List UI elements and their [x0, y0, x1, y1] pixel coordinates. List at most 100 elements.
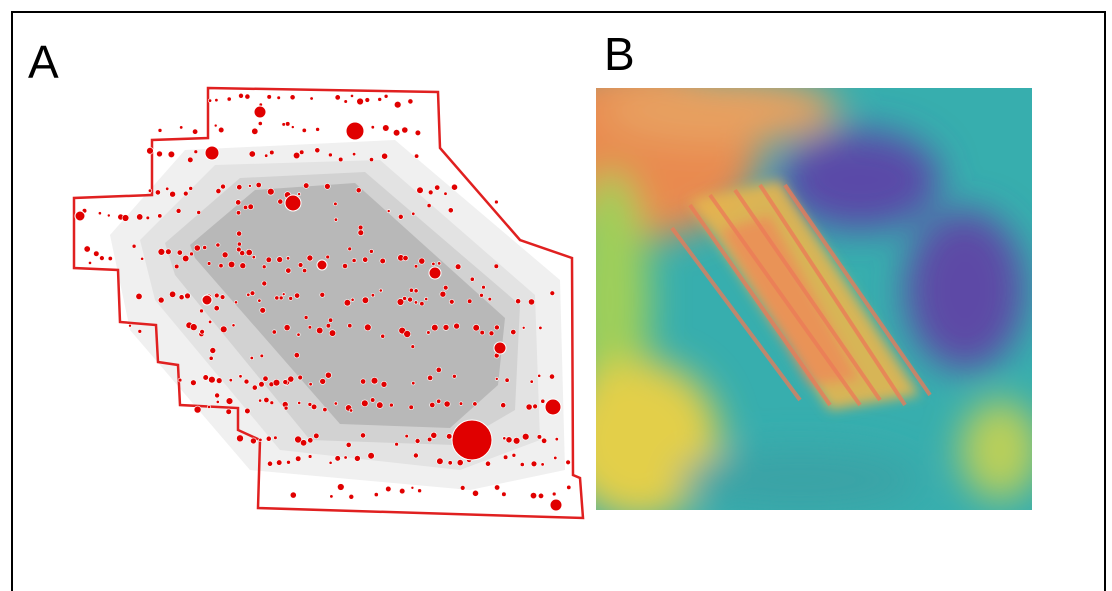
dot — [188, 186, 193, 191]
dot — [261, 264, 267, 270]
dot — [282, 379, 289, 385]
dot — [554, 437, 559, 442]
dot — [381, 152, 388, 160]
dot — [431, 261, 436, 266]
dot — [343, 99, 348, 104]
dot — [148, 188, 153, 193]
dot — [439, 290, 447, 298]
dot — [505, 436, 513, 444]
dot — [435, 366, 442, 373]
dot — [269, 149, 275, 156]
dot — [427, 436, 433, 443]
dot — [187, 156, 194, 163]
dot — [454, 263, 462, 270]
dot — [385, 485, 392, 493]
dot — [494, 484, 501, 491]
dot — [83, 245, 91, 253]
dot — [199, 329, 205, 335]
dot — [301, 127, 307, 133]
dot — [418, 257, 426, 265]
panel-a — [72, 86, 585, 520]
dot — [536, 434, 543, 440]
dot — [334, 455, 341, 462]
dot — [540, 462, 545, 467]
dot — [236, 241, 242, 247]
dot — [411, 381, 416, 386]
dot — [364, 97, 370, 103]
dot — [401, 126, 409, 134]
dot — [494, 324, 500, 331]
dot — [136, 213, 144, 221]
dot — [510, 329, 517, 336]
dot — [443, 400, 451, 408]
dot — [333, 201, 338, 206]
dot — [225, 397, 234, 405]
dot — [297, 262, 304, 268]
dot — [238, 93, 244, 99]
dot — [220, 183, 226, 190]
dot — [299, 149, 305, 155]
dot — [182, 254, 190, 263]
dot — [213, 123, 218, 128]
dot — [93, 250, 100, 257]
dot — [286, 459, 291, 465]
dot — [328, 329, 337, 337]
dot — [201, 294, 213, 306]
dot — [419, 301, 425, 307]
dot — [99, 255, 105, 261]
dot — [350, 94, 354, 98]
dot — [325, 323, 332, 329]
dot — [512, 437, 521, 445]
dot — [295, 455, 302, 462]
dot — [177, 377, 183, 383]
dot — [350, 297, 355, 302]
dot — [137, 329, 143, 334]
dot — [246, 292, 251, 297]
dot — [549, 498, 563, 512]
dot — [296, 332, 301, 337]
dot — [413, 288, 419, 294]
dot — [253, 105, 267, 119]
dot — [451, 183, 458, 191]
dot — [553, 455, 558, 460]
dot — [343, 455, 348, 460]
dot — [494, 199, 499, 205]
dot — [261, 280, 268, 287]
dot — [442, 324, 450, 331]
dot — [347, 246, 352, 252]
dot — [315, 127, 320, 132]
dot — [408, 287, 414, 293]
dot — [408, 404, 414, 410]
dot — [362, 256, 369, 263]
dot — [343, 299, 352, 307]
dot — [380, 333, 386, 339]
dot — [135, 292, 143, 300]
dot — [424, 297, 429, 301]
dot — [249, 290, 256, 296]
dot — [250, 437, 257, 445]
dot — [549, 290, 555, 296]
dot — [361, 296, 370, 304]
dot — [485, 460, 491, 467]
dot — [207, 404, 211, 409]
dot — [208, 376, 216, 384]
dot — [449, 299, 455, 305]
dot — [107, 255, 113, 261]
dot — [196, 210, 201, 215]
dot — [169, 190, 176, 198]
dot — [417, 488, 422, 494]
dot — [276, 95, 281, 100]
dot — [361, 399, 369, 407]
dot — [303, 182, 310, 189]
dot — [502, 436, 507, 441]
dot — [307, 437, 314, 444]
dot — [121, 214, 130, 222]
dot — [293, 151, 301, 160]
dot — [566, 484, 572, 490]
dot — [307, 325, 313, 330]
dot — [204, 145, 220, 161]
dot — [176, 249, 183, 256]
dot — [283, 324, 291, 331]
dot — [178, 294, 185, 301]
